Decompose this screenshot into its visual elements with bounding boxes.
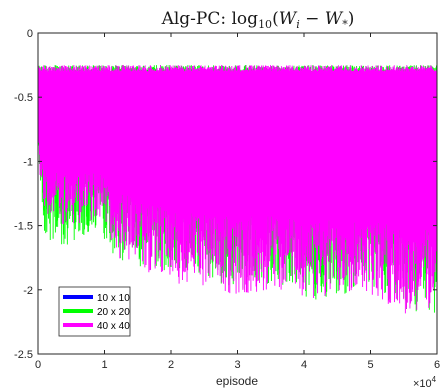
y-tick-label: -0.5 [14,92,33,104]
x-axis-label: episode [216,374,258,388]
y-tick-label: -1 [23,156,33,168]
y-tick-label: -2.5 [14,349,33,361]
chart-title-w2: W [325,9,344,29]
chart-title-w2-sub: * [342,18,348,31]
x-tick-label: 4 [301,359,307,371]
x-axis-exponent: ×104 [413,375,437,390]
x-tick-label: 0 [35,359,41,371]
x-tick-label: 5 [367,359,373,371]
chart-title-open: ( [272,9,279,29]
x-tick-label: 2 [168,359,174,371]
legend-label-10x10: 10 x 10 [97,293,130,304]
chart-title-prefix: Alg-PC: [161,9,232,29]
chart-title-w1: W [279,9,298,29]
series-line-40x40 [37,65,438,314]
y-tick-label: 0 [27,28,33,40]
series-layer [37,65,438,314]
chart-title-minus: − [300,9,325,29]
x-axis-ticks: 0 1 2 3 4 5 6 [35,33,440,371]
y-tick-label: -1.5 [14,221,33,233]
chart-title-func-sub: 10 [258,18,272,31]
x-axis-exponent-base: ×10 [413,378,432,390]
chart-title-close: ) [348,9,355,29]
x-axis-exponent-power: 4 [432,375,437,384]
y-axis-ticks: 0 -0.5 -1 -1.5 -2 -2.5 [14,28,437,361]
chart-title-w1-sub: i [296,18,300,31]
legend-label-40x40: 40 x 40 [97,321,130,332]
legend-label-20x20: 20 x 20 [97,307,130,318]
legend: 10 x 10 20 x 20 40 x 40 [58,286,131,337]
x-tick-label: 6 [434,359,440,371]
y-tick-label: -2 [23,285,33,297]
chart-title: Alg-PC: log10(Wi − W*) [161,9,355,31]
chart-title-func: log [232,9,259,29]
x-tick-label: 3 [234,359,240,371]
x-tick-label: 1 [101,359,107,371]
